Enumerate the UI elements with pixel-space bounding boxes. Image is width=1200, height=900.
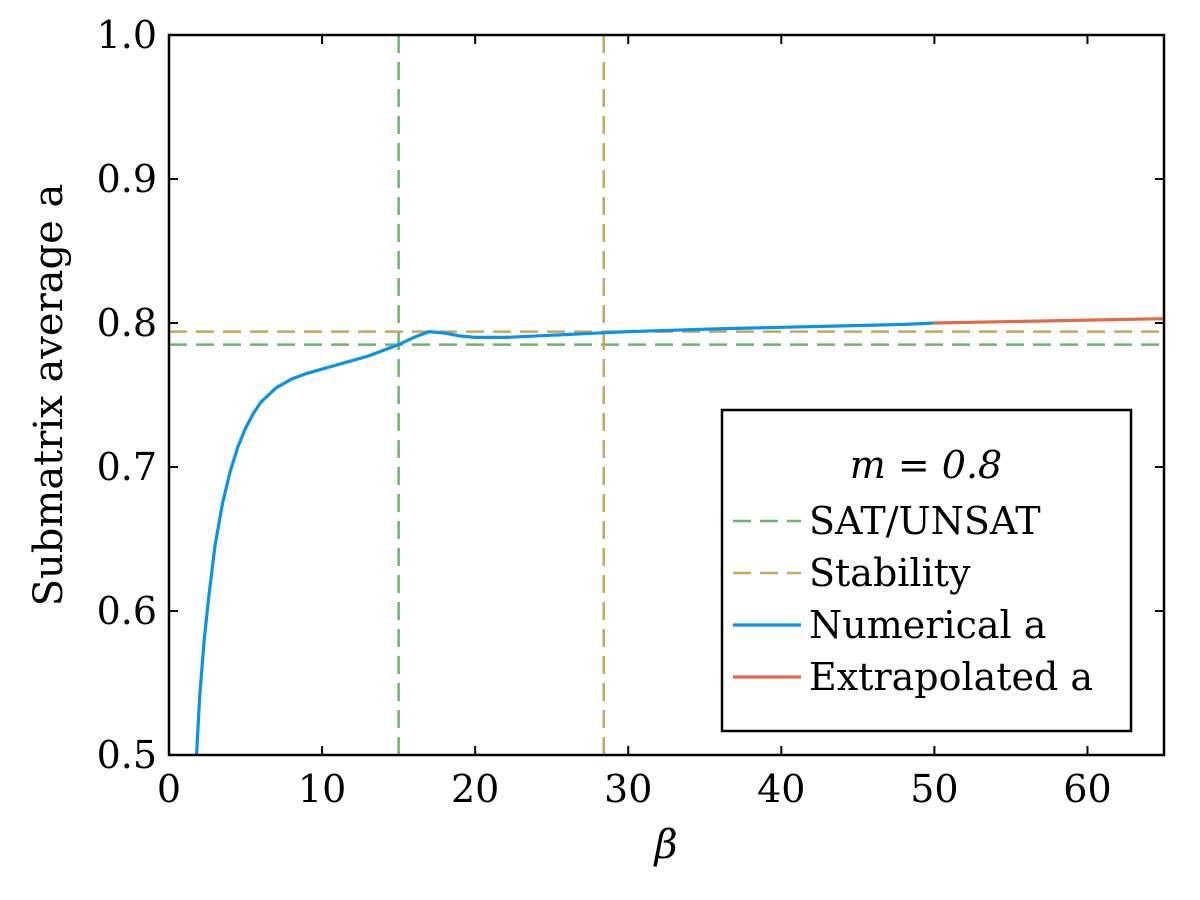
legend: m = 0.8 SAT/UNSAT Stability Numerical a Ext… xyxy=(720,408,1133,733)
y-tick-label: 0.5 xyxy=(97,733,157,777)
plot-frame xyxy=(167,33,1166,757)
x-axis-label: β xyxy=(652,822,677,868)
legend-label-sat-unsat: SAT/UNSAT xyxy=(809,499,1041,543)
ticks-layer: 0 10 20 30 40 50 60 0.5 0.6 0.7 0.8 0.9 1.0 xyxy=(97,13,1164,811)
legend-entries: SAT/UNSAT Stability Numerical a Extrapolate… xyxy=(733,499,1093,699)
x-tick-label: 20 xyxy=(451,767,499,811)
x-tick-label: 30 xyxy=(604,767,652,811)
series-line-extrapolated-a xyxy=(932,317,1164,325)
y-tick-label: 0.6 xyxy=(97,589,157,633)
y-tick-label: 0.8 xyxy=(97,301,157,345)
legend-label-extrapolated-a: Extrapolated a xyxy=(809,655,1093,699)
legend-label-stability: Stability xyxy=(809,551,971,595)
legend-title: m = 0.8 xyxy=(850,443,1002,487)
x-tick-label: 10 xyxy=(298,767,346,811)
y-tick-label: 0.9 xyxy=(97,157,157,201)
legend-label-numerical-a: Numerical a xyxy=(809,603,1046,647)
series-line-numerical-a xyxy=(194,321,936,755)
x-tick-label: 50 xyxy=(910,767,958,811)
y-tick-label: 1.0 xyxy=(97,13,157,57)
x-tick-label: 40 xyxy=(757,767,805,811)
data-layer xyxy=(169,35,1164,755)
y-axis-label: Submatrix average a xyxy=(26,184,72,607)
x-tick-label: 0 xyxy=(157,767,181,811)
x-tick-label: 60 xyxy=(1063,767,1111,811)
y-tick-label: 0.7 xyxy=(97,445,157,489)
